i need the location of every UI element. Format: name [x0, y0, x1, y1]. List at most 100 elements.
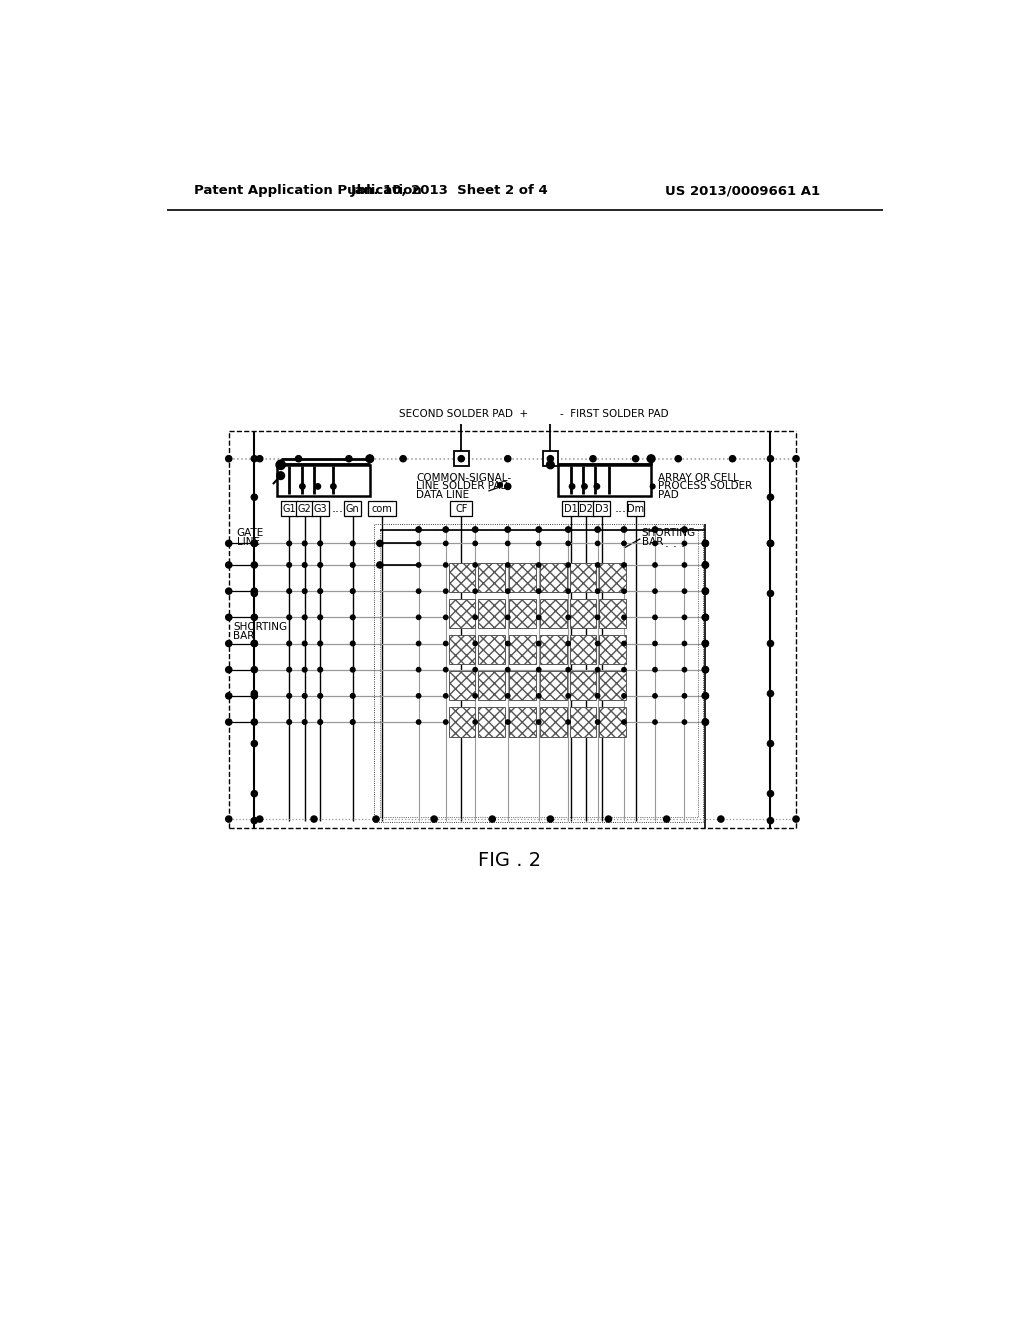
Circle shape [251, 741, 257, 747]
Circle shape [653, 615, 657, 619]
Circle shape [566, 541, 570, 545]
Circle shape [622, 527, 627, 532]
Bar [375, 524, 703, 822]
Circle shape [596, 642, 600, 645]
Circle shape [650, 484, 655, 488]
Circle shape [443, 694, 447, 698]
Bar [449, 671, 475, 701]
Text: +: + [457, 454, 466, 463]
Circle shape [225, 455, 231, 462]
Text: Patent Application Publication: Patent Application Publication [194, 185, 422, 197]
Circle shape [350, 719, 355, 725]
Bar [509, 708, 536, 737]
Circle shape [682, 589, 687, 593]
Circle shape [473, 642, 477, 645]
Circle shape [287, 589, 292, 594]
Circle shape [767, 590, 773, 597]
Bar [569, 599, 596, 628]
Circle shape [317, 693, 323, 698]
Circle shape [566, 642, 570, 645]
Text: -  FIRST SOLDER PAD: - FIRST SOLDER PAD [560, 409, 669, 418]
Circle shape [417, 562, 421, 568]
Circle shape [595, 527, 600, 532]
Text: -: - [549, 454, 552, 463]
Circle shape [473, 589, 477, 593]
Circle shape [251, 562, 257, 568]
Circle shape [350, 589, 355, 594]
Circle shape [729, 455, 735, 462]
Circle shape [287, 693, 292, 698]
Circle shape [251, 614, 257, 620]
Circle shape [458, 455, 464, 462]
Circle shape [565, 527, 571, 532]
Circle shape [443, 642, 447, 645]
Circle shape [443, 589, 447, 593]
Text: D3: D3 [595, 504, 608, 513]
Circle shape [302, 642, 307, 645]
Circle shape [682, 694, 687, 698]
Bar [569, 708, 596, 737]
Circle shape [506, 668, 510, 672]
Circle shape [417, 642, 421, 645]
Bar [569, 635, 596, 664]
Circle shape [505, 527, 510, 532]
Circle shape [287, 562, 292, 568]
Circle shape [596, 719, 600, 725]
Bar [599, 708, 626, 737]
Circle shape [302, 541, 307, 545]
Circle shape [400, 455, 407, 462]
Circle shape [537, 642, 541, 645]
Bar [449, 599, 475, 628]
Circle shape [377, 562, 383, 568]
Circle shape [315, 483, 321, 490]
Circle shape [653, 642, 657, 645]
Bar [449, 708, 475, 737]
Circle shape [251, 719, 257, 725]
Circle shape [302, 615, 307, 619]
Bar [509, 599, 536, 628]
Circle shape [417, 719, 421, 725]
Circle shape [682, 615, 687, 619]
Text: PROCESS SOLDER: PROCESS SOLDER [658, 482, 753, 491]
Circle shape [566, 694, 570, 698]
Circle shape [594, 483, 600, 490]
Text: D1: D1 [563, 504, 578, 513]
Circle shape [251, 540, 257, 546]
Circle shape [767, 741, 773, 747]
Circle shape [537, 615, 541, 619]
Circle shape [287, 615, 292, 619]
Circle shape [225, 816, 231, 822]
Circle shape [566, 589, 570, 593]
Circle shape [417, 589, 421, 593]
Circle shape [302, 668, 307, 672]
Circle shape [537, 668, 541, 672]
Circle shape [506, 694, 510, 698]
Circle shape [767, 690, 773, 697]
Circle shape [718, 816, 724, 822]
Text: G1: G1 [283, 504, 296, 513]
Circle shape [287, 541, 292, 545]
Circle shape [473, 562, 477, 568]
Text: ARRAY OR CELL: ARRAY OR CELL [658, 473, 739, 483]
Circle shape [702, 719, 709, 725]
Circle shape [317, 719, 323, 725]
Circle shape [251, 791, 257, 797]
Circle shape [767, 455, 773, 462]
Text: COMMON-SIGNAL-: COMMON-SIGNAL- [417, 473, 511, 483]
Circle shape [647, 455, 655, 462]
Circle shape [225, 589, 231, 594]
Circle shape [675, 455, 681, 462]
Circle shape [767, 494, 773, 500]
Circle shape [702, 640, 709, 647]
Circle shape [317, 562, 323, 568]
Circle shape [317, 615, 323, 619]
Circle shape [682, 642, 687, 645]
Text: SHORTING: SHORTING [642, 528, 696, 539]
Bar [449, 562, 475, 591]
Circle shape [251, 589, 257, 594]
Circle shape [702, 640, 709, 647]
Circle shape [366, 455, 374, 462]
Bar [509, 671, 536, 701]
Circle shape [302, 719, 307, 725]
Bar [344, 502, 361, 516]
